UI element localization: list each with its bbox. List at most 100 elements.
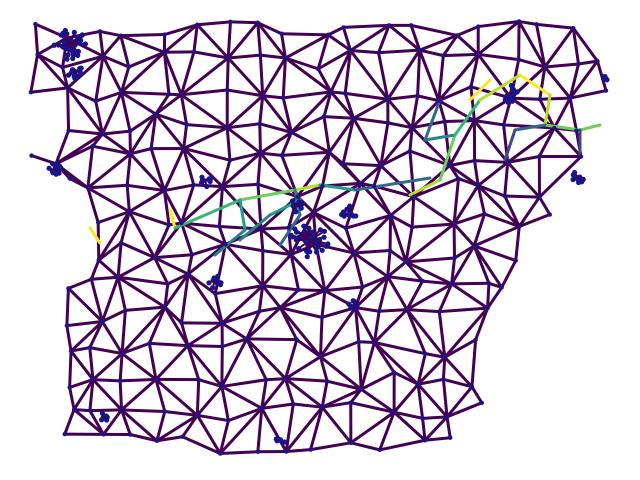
node bbox=[315, 243, 321, 249]
edge bbox=[120, 408, 167, 414]
edge bbox=[225, 88, 265, 98]
edge bbox=[220, 384, 264, 410]
node bbox=[195, 22, 200, 27]
edge bbox=[437, 310, 447, 359]
node bbox=[313, 237, 319, 244]
edge bbox=[469, 85, 476, 123]
node bbox=[259, 406, 264, 411]
edge bbox=[343, 91, 356, 120]
edge bbox=[180, 221, 228, 246]
edge bbox=[147, 341, 190, 348]
edge bbox=[329, 90, 356, 120]
node bbox=[340, 161, 346, 166]
edge bbox=[88, 409, 105, 436]
edge bbox=[259, 227, 293, 256]
node bbox=[100, 131, 105, 137]
edge bbox=[264, 377, 288, 382]
edge bbox=[101, 408, 124, 436]
edge bbox=[86, 186, 131, 214]
node bbox=[441, 53, 446, 58]
node bbox=[420, 278, 425, 284]
node bbox=[296, 287, 301, 293]
edge bbox=[320, 401, 353, 409]
edge bbox=[452, 184, 480, 226]
edge bbox=[472, 119, 506, 127]
node bbox=[179, 320, 184, 326]
node bbox=[513, 258, 518, 263]
edge bbox=[116, 275, 167, 309]
node bbox=[286, 225, 291, 230]
edge bbox=[120, 408, 132, 437]
edge bbox=[503, 128, 517, 162]
edge bbox=[116, 241, 123, 279]
node bbox=[51, 42, 57, 48]
node bbox=[162, 304, 168, 310]
node bbox=[455, 33, 460, 38]
edge bbox=[476, 184, 521, 228]
node bbox=[324, 378, 330, 384]
edge bbox=[320, 405, 353, 445]
edge bbox=[543, 93, 552, 127]
edge bbox=[153, 221, 184, 260]
edge bbox=[470, 338, 478, 389]
node bbox=[281, 439, 288, 445]
node bbox=[514, 89, 520, 95]
edge bbox=[195, 378, 201, 417]
edge bbox=[280, 150, 331, 157]
node bbox=[90, 377, 96, 382]
edge bbox=[125, 183, 131, 214]
node bbox=[320, 183, 325, 189]
edge bbox=[281, 56, 287, 100]
node bbox=[469, 384, 475, 390]
edge bbox=[344, 226, 356, 255]
edge bbox=[386, 275, 409, 312]
edge bbox=[162, 23, 199, 54]
edge bbox=[416, 377, 445, 386]
edge bbox=[281, 96, 293, 134]
edge bbox=[353, 176, 432, 192]
edge bbox=[180, 272, 190, 325]
edge bbox=[437, 52, 480, 103]
edge bbox=[441, 377, 449, 419]
edge bbox=[258, 94, 265, 126]
node bbox=[90, 143, 95, 149]
edge bbox=[162, 146, 186, 193]
node bbox=[124, 183, 130, 188]
edge bbox=[226, 56, 265, 98]
edge bbox=[281, 90, 333, 100]
edge bbox=[225, 122, 262, 130]
edge bbox=[261, 252, 293, 288]
edge bbox=[421, 416, 427, 442]
node bbox=[179, 92, 184, 97]
edge bbox=[181, 413, 199, 439]
edge bbox=[445, 415, 452, 440]
edge bbox=[225, 94, 265, 130]
edge bbox=[259, 227, 265, 253]
node bbox=[126, 64, 131, 70]
edge bbox=[261, 249, 293, 256]
edge bbox=[182, 146, 196, 187]
node bbox=[118, 33, 123, 38]
edge bbox=[552, 96, 572, 130]
node bbox=[70, 55, 76, 62]
edge bbox=[68, 177, 90, 190]
edge bbox=[416, 382, 449, 419]
edge bbox=[163, 410, 199, 417]
node bbox=[579, 179, 585, 185]
node bbox=[473, 337, 478, 343]
node bbox=[388, 213, 393, 218]
edge bbox=[67, 129, 104, 136]
edge bbox=[386, 248, 392, 279]
edge bbox=[408, 149, 416, 199]
edge bbox=[54, 144, 95, 166]
edge bbox=[217, 185, 225, 228]
node bbox=[217, 224, 222, 229]
node bbox=[181, 146, 186, 151]
node bbox=[59, 43, 66, 50]
edge bbox=[500, 259, 518, 289]
edge bbox=[469, 52, 480, 89]
edge bbox=[341, 25, 352, 52]
node bbox=[294, 337, 299, 342]
edge bbox=[354, 275, 390, 310]
edge bbox=[186, 253, 194, 276]
